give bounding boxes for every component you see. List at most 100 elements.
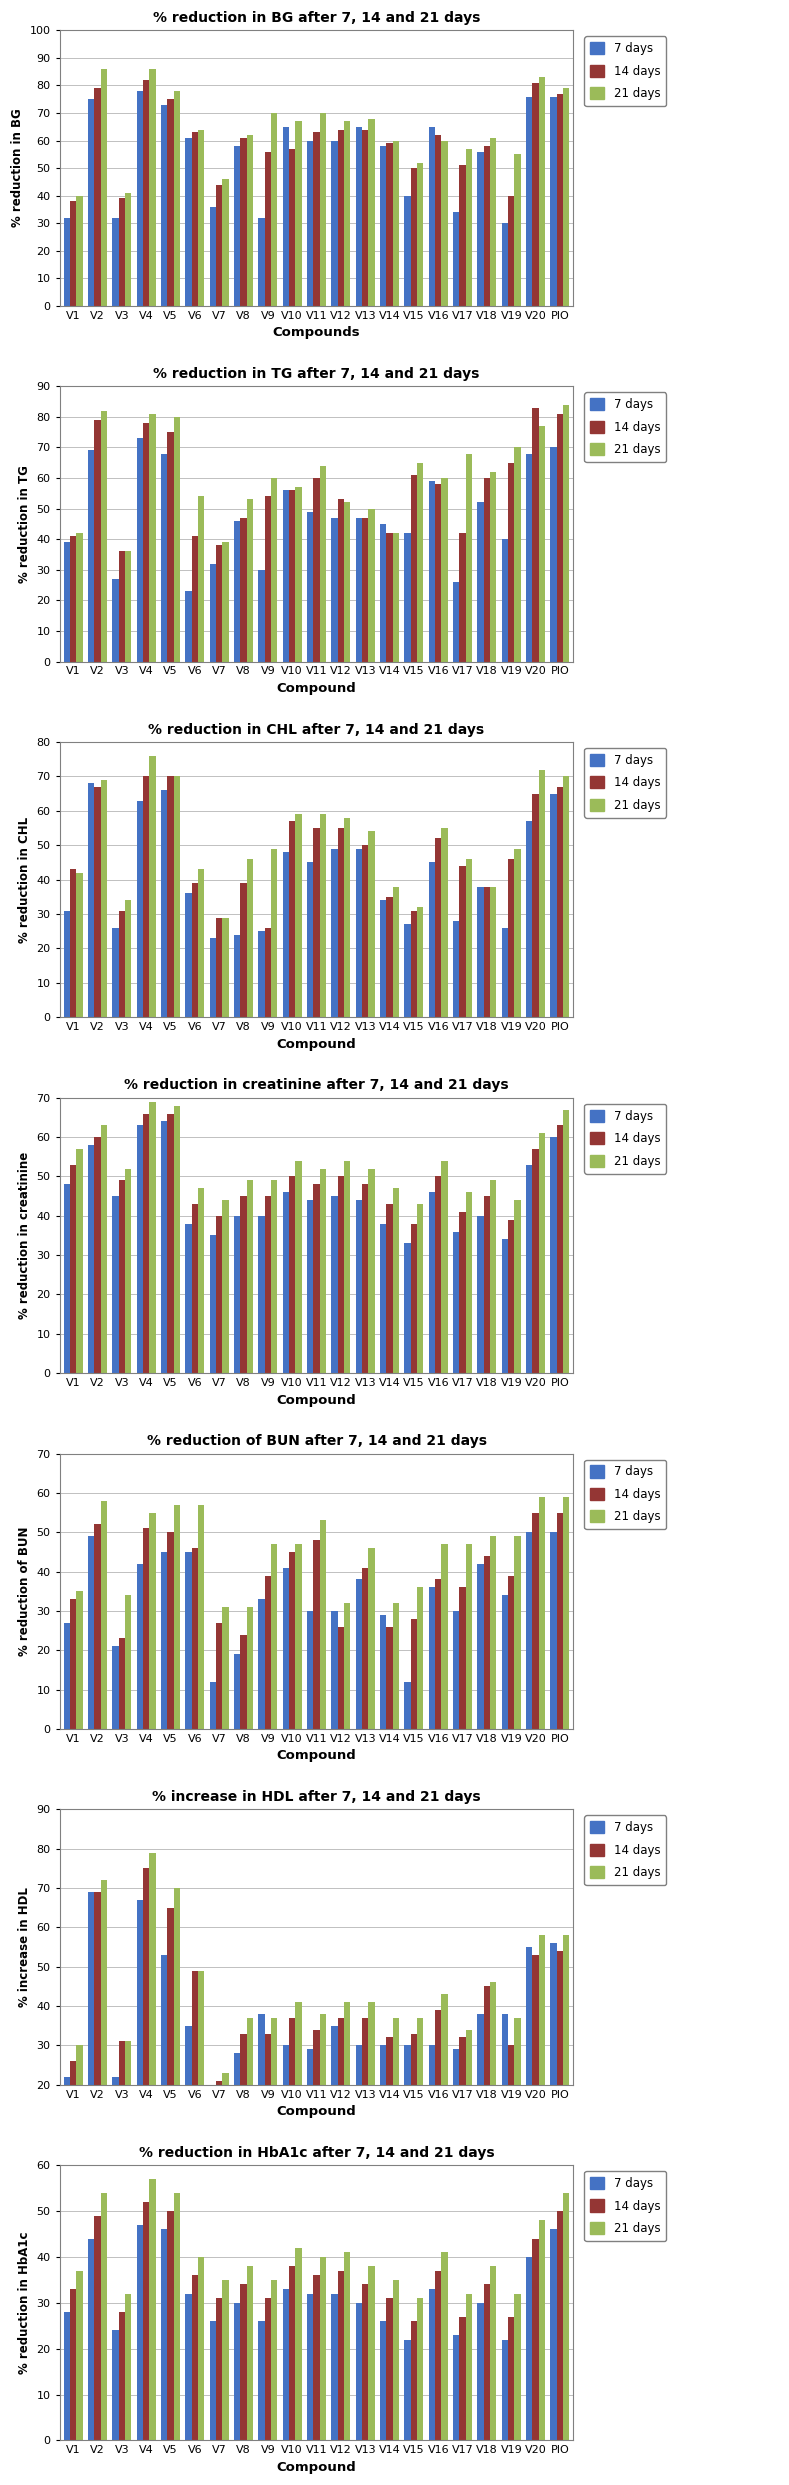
Bar <box>264 1195 271 1374</box>
Y-axis label: % increase in HDL: % increase in HDL <box>18 1886 31 2008</box>
Bar <box>405 1682 411 1730</box>
Bar <box>320 815 326 1016</box>
Bar <box>551 97 557 306</box>
Bar <box>222 542 229 661</box>
Bar <box>289 2266 295 2440</box>
Bar <box>94 1523 100 1730</box>
Bar <box>344 1603 350 1730</box>
Bar <box>459 534 466 661</box>
Bar <box>198 2256 204 2440</box>
Bar <box>368 2266 375 2440</box>
Bar <box>264 1575 271 1730</box>
Bar <box>70 537 77 661</box>
Bar <box>313 2030 320 2164</box>
Bar <box>271 2018 278 2164</box>
Legend: 7 days, 14 days, 21 days: 7 days, 14 days, 21 days <box>585 37 667 107</box>
Bar <box>77 1148 83 1374</box>
Bar <box>428 482 435 661</box>
Bar <box>210 564 216 661</box>
Bar <box>282 490 289 661</box>
Bar <box>533 1513 539 1730</box>
Bar <box>344 818 350 1016</box>
Bar <box>539 1133 545 1374</box>
Bar <box>295 122 301 306</box>
Bar <box>88 2239 94 2440</box>
Bar <box>210 2092 216 2164</box>
Bar <box>526 1165 533 1374</box>
Bar <box>70 2060 77 2164</box>
Bar <box>320 1521 326 1730</box>
Bar <box>216 544 222 661</box>
Bar <box>362 517 368 661</box>
Bar <box>417 462 424 661</box>
Bar <box>295 487 301 661</box>
Bar <box>331 1610 338 1730</box>
Bar <box>174 2192 180 2440</box>
Bar <box>428 862 435 1016</box>
Bar <box>313 2276 320 2440</box>
Bar <box>125 194 131 306</box>
Bar <box>167 1533 174 1730</box>
Title: % reduction in creatinine after 7, 14 and 21 days: % reduction in creatinine after 7, 14 an… <box>124 1078 509 1093</box>
Bar <box>484 1556 490 1730</box>
Bar <box>136 2224 143 2440</box>
Bar <box>514 2294 521 2440</box>
Bar <box>563 1496 570 1730</box>
Bar <box>161 790 167 1016</box>
Bar <box>94 1891 100 2164</box>
Bar <box>198 497 204 661</box>
Bar <box>222 179 229 306</box>
Bar <box>271 477 278 661</box>
Bar <box>387 1628 393 1730</box>
Bar <box>222 1608 229 1730</box>
Bar <box>380 900 387 1016</box>
Bar <box>271 112 278 306</box>
Y-axis label: % reduction in creatinine: % reduction in creatinine <box>18 1153 31 1320</box>
Bar <box>167 432 174 661</box>
Bar <box>258 2013 264 2164</box>
Bar <box>387 534 393 661</box>
Bar <box>210 939 216 1016</box>
Bar <box>393 1188 399 1374</box>
Bar <box>198 1188 204 1374</box>
Bar <box>466 860 472 1016</box>
Bar <box>441 1543 447 1730</box>
Bar <box>477 1563 484 1730</box>
Bar <box>356 1200 362 1374</box>
Bar <box>362 2284 368 2440</box>
Bar <box>362 1568 368 1730</box>
Bar <box>453 581 459 661</box>
Bar <box>563 775 570 1016</box>
Bar <box>282 1193 289 1374</box>
Bar <box>453 1610 459 1730</box>
Bar <box>557 788 563 1016</box>
Bar <box>118 2040 125 2164</box>
Bar <box>216 2299 222 2440</box>
Bar <box>149 2179 155 2440</box>
Bar <box>271 1180 278 1374</box>
Bar <box>210 2321 216 2440</box>
Bar <box>459 166 466 306</box>
Bar <box>356 2304 362 2440</box>
Bar <box>247 1608 253 1730</box>
Bar <box>344 1160 350 1374</box>
Bar <box>331 2294 338 2440</box>
Bar <box>100 1501 107 1730</box>
Bar <box>264 497 271 661</box>
Bar <box>143 422 149 661</box>
Bar <box>289 820 295 1016</box>
Bar <box>557 94 563 306</box>
Bar <box>282 2045 289 2164</box>
Bar <box>64 910 70 1016</box>
Bar <box>411 1223 417 1374</box>
Bar <box>502 1240 508 1374</box>
Bar <box>490 1983 496 2164</box>
Bar <box>441 1160 447 1374</box>
Bar <box>241 517 247 661</box>
Title: % reduction of BUN after 7, 14 and 21 days: % reduction of BUN after 7, 14 and 21 da… <box>147 1434 487 1449</box>
Bar <box>64 2311 70 2440</box>
Bar <box>563 2192 570 2440</box>
Bar <box>94 1138 100 1374</box>
Bar <box>428 2289 435 2440</box>
Bar <box>387 897 393 1016</box>
